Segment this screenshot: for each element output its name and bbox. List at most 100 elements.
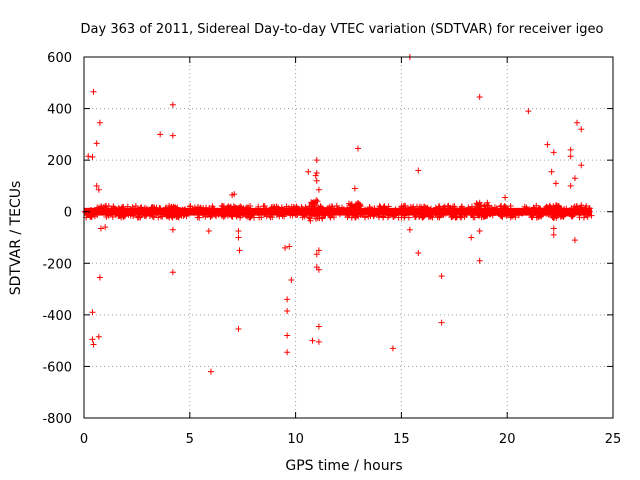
- data-point: [552, 180, 559, 187]
- band-point: [528, 214, 535, 221]
- band-bulge-point: [229, 210, 236, 217]
- data-point: [476, 257, 483, 264]
- band-point: [219, 203, 226, 210]
- data-point: [550, 231, 557, 238]
- data-point: [284, 307, 291, 314]
- band-point: [194, 209, 201, 216]
- data-point: [578, 162, 585, 169]
- band-point: [146, 212, 153, 219]
- band-point: [391, 212, 398, 219]
- x-tick-label: 10: [287, 432, 304, 447]
- grid-lines: [84, 57, 613, 418]
- data-point: [571, 237, 578, 244]
- band-point: [569, 213, 576, 220]
- data-point: [313, 251, 320, 258]
- band-point: [159, 209, 166, 216]
- band-point: [440, 211, 447, 218]
- band-bulge-point: [478, 208, 485, 215]
- band-point: [186, 209, 193, 216]
- band-point: [400, 209, 407, 216]
- band-point: [255, 210, 262, 217]
- data-point: [315, 186, 322, 193]
- band-point: [206, 204, 213, 211]
- band-point: [275, 210, 282, 217]
- data-point: [468, 234, 475, 241]
- data-point: [315, 247, 322, 254]
- band-point: [432, 204, 439, 211]
- data-point: [169, 226, 176, 233]
- data-point: [288, 277, 295, 284]
- band-point: [503, 212, 510, 219]
- data-point: [89, 336, 96, 343]
- band-bulge-point: [556, 203, 563, 210]
- band-point: [100, 204, 107, 211]
- band-point: [119, 208, 126, 215]
- band-point: [560, 213, 567, 220]
- data-point: [286, 243, 293, 250]
- data-point: [284, 349, 291, 356]
- band-point: [263, 213, 270, 220]
- band-point: [327, 213, 334, 220]
- band-point: [436, 206, 443, 213]
- band-point: [278, 204, 285, 211]
- band-point: [348, 214, 355, 221]
- band-point: [580, 214, 587, 221]
- data-point: [307, 217, 314, 224]
- data-point: [525, 108, 532, 115]
- data-point: [93, 182, 100, 189]
- tick-labels: 0 5 10 15 20 25 -800 -600 -400 -200 0 200 400 600: [42, 51, 621, 447]
- band-point: [96, 208, 103, 215]
- band-bulge-point: [314, 213, 321, 220]
- band-bulge-point: [346, 210, 353, 217]
- band-point: [103, 213, 110, 220]
- data-point: [235, 234, 242, 241]
- band-point: [150, 214, 157, 221]
- data-point: [313, 157, 320, 164]
- data-point: [102, 224, 109, 231]
- band-bulge-point: [477, 209, 484, 216]
- band-point: [369, 209, 376, 216]
- band-point: [366, 206, 373, 213]
- band-point: [137, 207, 144, 214]
- data-point: [315, 323, 322, 330]
- band-point: [531, 210, 538, 217]
- band-point: [424, 205, 431, 212]
- band-point: [300, 210, 307, 217]
- band-point: [387, 210, 394, 217]
- band-point: [467, 210, 474, 217]
- band-bulge-point: [314, 198, 321, 205]
- y-tick-label: 200: [47, 154, 72, 169]
- data-point: [305, 168, 312, 175]
- data-point: [313, 170, 320, 177]
- band-point: [468, 203, 475, 210]
- band-bulge-point: [318, 214, 325, 221]
- band-point: [290, 204, 297, 211]
- band-point: [134, 214, 141, 221]
- data-point: [90, 88, 97, 95]
- band-point: [588, 212, 595, 219]
- band-point: [292, 211, 299, 218]
- data-point: [102, 203, 109, 210]
- band-point: [507, 213, 514, 220]
- data-point: [502, 194, 509, 201]
- band-point: [395, 208, 402, 215]
- band-point: [419, 213, 426, 220]
- data-point: [582, 204, 589, 211]
- data-point: [309, 337, 316, 344]
- band-point: [139, 210, 146, 217]
- band-bulge-point: [308, 212, 315, 219]
- plot-frame: [83, 56, 614, 419]
- band-point: [342, 211, 349, 218]
- data-point: [574, 119, 581, 126]
- band-bulge-point: [310, 211, 317, 218]
- band-bulge-point: [317, 203, 324, 210]
- data-point: [169, 269, 176, 276]
- band-point: [118, 212, 125, 219]
- band-point: [405, 214, 412, 221]
- band-point: [498, 206, 505, 213]
- band-point: [473, 200, 480, 207]
- band-point: [380, 206, 387, 213]
- data-point: [95, 333, 102, 340]
- data-point: [438, 319, 445, 326]
